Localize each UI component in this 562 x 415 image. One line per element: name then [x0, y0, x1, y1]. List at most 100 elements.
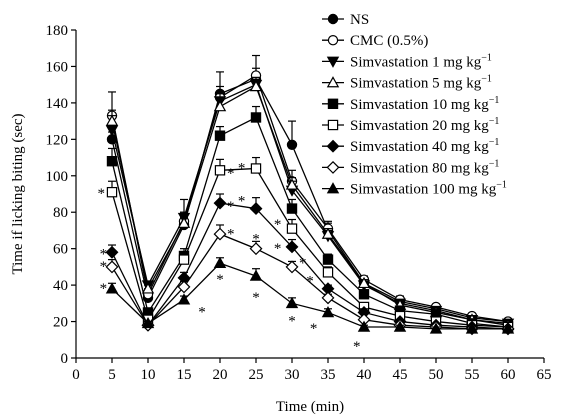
legend-label: Simvastation 100 mg kg−1	[350, 180, 507, 198]
legend-label-superscript: −1	[489, 95, 500, 106]
data-point	[357, 320, 371, 332]
y-tick-label: 180	[46, 23, 69, 39]
legend-label-text: NS	[350, 12, 369, 28]
significance-marker: *	[227, 226, 235, 242]
x-tick-label: 55	[465, 367, 480, 383]
data-point	[393, 320, 407, 332]
y-axis-label: Time if licking biting (sec)	[10, 113, 26, 274]
data-point	[106, 186, 118, 198]
data-point	[321, 227, 335, 239]
legend-label-superscript: −1	[489, 116, 500, 127]
legend-item-6: Simvastation 20 mg kg−1	[322, 116, 499, 134]
legend-marker	[326, 160, 340, 174]
legend-item-2: CMC (0.5%)	[322, 33, 428, 49]
significance-marker: *	[238, 161, 246, 177]
legend-marker	[326, 56, 340, 68]
data-point	[249, 80, 263, 92]
data-point	[213, 196, 227, 210]
data-point	[321, 306, 335, 318]
data-point	[214, 130, 226, 141]
legend-marker	[327, 13, 339, 25]
data-point	[501, 322, 515, 334]
legend-label-text: Simvastation 40 mg kg	[350, 139, 489, 155]
data-point	[286, 223, 298, 234]
series-9	[105, 256, 515, 334]
data-point	[105, 245, 119, 259]
legend-marker	[327, 35, 339, 46]
series-line	[111, 83, 509, 325]
legend-marker	[326, 76, 340, 88]
data-point	[141, 316, 155, 329]
y-tick-label: 20	[53, 315, 68, 331]
legend-label-superscript: −1	[489, 137, 500, 148]
significance-marker: *	[353, 339, 361, 355]
data-point	[106, 156, 118, 167]
legend-label-text: CMC (0.5%)	[350, 33, 428, 49]
data-point	[213, 256, 227, 269]
legend-label-superscript: −1	[481, 52, 492, 63]
data-point	[141, 282, 155, 294]
series-layer	[105, 54, 515, 336]
y-tick-label: 0	[61, 351, 69, 367]
legend-marker	[327, 119, 339, 131]
x-tick-label: 40	[357, 367, 372, 383]
legend-label-text: Simvastation 80 mg kg	[350, 160, 489, 176]
significance-marker: *	[310, 321, 318, 337]
significance-marker: *	[252, 290, 260, 306]
legend-label: Simvastation 5 mg kg−1	[350, 74, 492, 92]
x-tick-label: 10	[141, 367, 156, 383]
data-point	[321, 291, 335, 305]
y-tick-label: 120	[46, 132, 69, 148]
y-tick-label: 140	[46, 96, 69, 112]
legend-label-text: Simvastation 20 mg kg	[350, 118, 489, 134]
legend-item-7: Simvastation 40 mg kg−1	[322, 137, 499, 155]
x-tick-label: 50	[429, 367, 444, 383]
legend-label-superscript: −1	[481, 74, 492, 85]
significance-marker: *	[288, 314, 296, 330]
y-tick-label: 80	[53, 205, 68, 221]
legend-marker	[326, 182, 340, 194]
legend-label: Simvastation 80 mg kg−1	[350, 158, 499, 176]
legend-label: NS	[350, 12, 369, 28]
legend-label-text: Simvastation 5 mg kg	[350, 76, 482, 92]
x-axis-ticks: 0 5 10 15 20 25 30 35 40 45 50 55 60 65	[72, 358, 552, 383]
x-tick-label: 15	[177, 367, 192, 383]
significance-marker: *	[100, 259, 108, 275]
legend-item-9: Simvastation 100 mg kg−1	[322, 180, 507, 198]
legend-item-4: Simvastation 5 mg kg−1	[322, 74, 492, 92]
data-point	[214, 165, 226, 176]
significance-marker: *	[274, 217, 282, 233]
x-tick-label: 35	[321, 367, 336, 383]
significance-marker: *	[227, 166, 235, 182]
series-line	[111, 85, 509, 326]
series-7	[105, 193, 515, 336]
x-tick-label: 25	[249, 367, 264, 383]
significance-marker: *	[227, 199, 235, 215]
series-line	[111, 262, 508, 330]
data-point	[105, 260, 119, 274]
x-tick-label: 60	[501, 367, 516, 383]
data-point	[249, 202, 263, 216]
data-point	[249, 242, 263, 256]
legend-label: CMC (0.5%)	[350, 33, 428, 49]
x-axis-label: Time (min)	[276, 399, 344, 415]
significance-marker: *	[238, 193, 246, 209]
data-point	[285, 240, 299, 254]
y-tick-label: 100	[46, 169, 69, 185]
data-point	[213, 100, 227, 112]
significance-marker: *	[100, 281, 108, 297]
legend-item-5: Simvastation 10 mg kg−1	[322, 95, 499, 113]
x-tick-label: 0	[72, 367, 80, 383]
data-point	[177, 293, 191, 305]
data-point	[357, 276, 371, 289]
data-point	[177, 280, 191, 294]
legend-item-8: Simvastation 80 mg kg−1	[322, 158, 499, 176]
legend-label-text: Simvastation 100 mg kg	[350, 182, 497, 198]
data-point	[285, 178, 299, 190]
significance-marker: *	[306, 274, 314, 290]
y-axis-ticks: 0 20 40 60 80 100 120 140 160 180	[46, 23, 76, 367]
data-point	[285, 260, 299, 274]
legend-label-superscript: −1	[489, 158, 500, 169]
